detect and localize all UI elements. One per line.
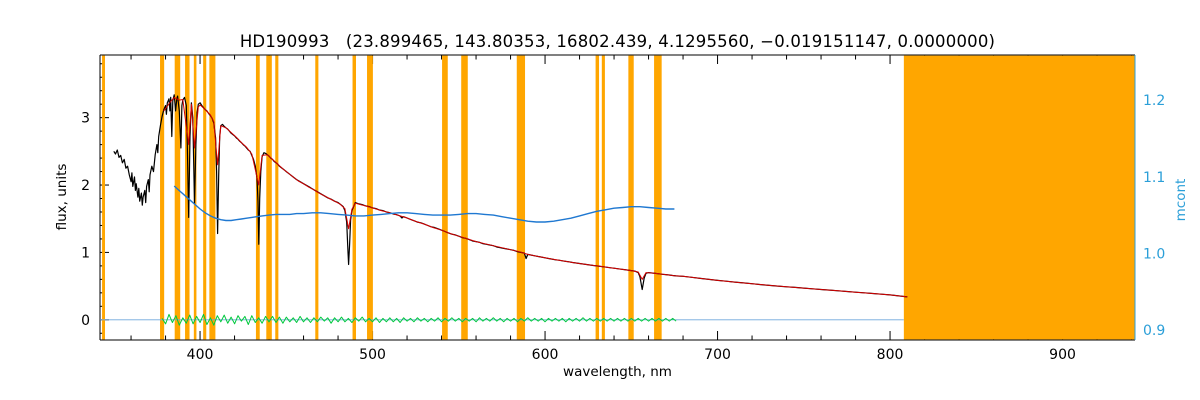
y-left-tick-label: 1 xyxy=(81,245,90,261)
continuum-fit-line xyxy=(163,96,908,298)
masked-region xyxy=(203,55,207,340)
x-tick-label: 700 xyxy=(704,347,731,363)
masked-region xyxy=(628,55,634,340)
x-tick-label: 800 xyxy=(877,347,904,363)
plot-title: HD190993 (23.899465, 143.80353, 16802.43… xyxy=(239,32,996,51)
masked-region xyxy=(601,55,605,340)
mcont-axis-label: mcont xyxy=(1173,178,1189,222)
masked-region xyxy=(654,55,662,340)
masked-region xyxy=(442,55,448,340)
masked-region xyxy=(174,55,181,340)
x-axis-label: wavelength, nm xyxy=(563,364,672,380)
masked-region xyxy=(102,55,106,340)
observed-spectrum-line xyxy=(113,94,908,298)
y-left-tick-label: 2 xyxy=(81,178,90,194)
masked-region xyxy=(367,55,373,340)
masked-region xyxy=(352,55,356,340)
y-right-tick-label: 1.2 xyxy=(1143,93,1165,109)
masked-region xyxy=(160,55,165,340)
x-tick-label: 900 xyxy=(1049,347,1076,363)
masked-region xyxy=(209,55,216,340)
residual-line xyxy=(161,313,677,326)
flux-axis-label: flux, units xyxy=(54,163,70,231)
masked-region xyxy=(266,55,272,340)
masked-region xyxy=(275,55,279,340)
x-tick-label: 600 xyxy=(532,347,559,363)
y-left-tick-label: 0 xyxy=(81,313,90,329)
y-left-tick-label: 3 xyxy=(81,111,90,127)
y-right-tick-label: 1.0 xyxy=(1143,246,1165,262)
masked-region xyxy=(461,55,468,340)
masked-region xyxy=(903,55,1135,340)
y-right-tick-label: 1.1 xyxy=(1143,170,1165,186)
mcont-line xyxy=(173,185,675,223)
masked-region xyxy=(595,55,600,340)
masked-region xyxy=(516,55,526,340)
y-right-tick-label: 0.9 xyxy=(1143,323,1165,339)
masked-region xyxy=(315,55,319,340)
x-tick-label: 500 xyxy=(359,347,386,363)
x-tick-label: 400 xyxy=(187,347,214,363)
